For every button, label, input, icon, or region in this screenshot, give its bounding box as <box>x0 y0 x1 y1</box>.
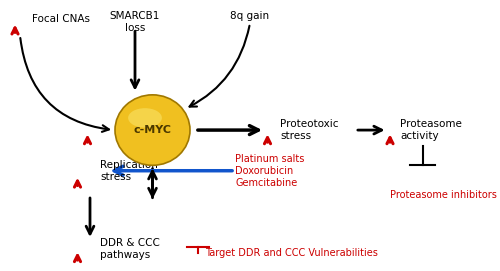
Text: Proteasome
activity: Proteasome activity <box>400 119 462 141</box>
Text: DDR & CCC
pathways: DDR & CCC pathways <box>100 238 160 260</box>
Text: Proteotoxic
stress: Proteotoxic stress <box>280 119 338 141</box>
Text: SMARCB1
loss: SMARCB1 loss <box>110 11 160 33</box>
Text: Target DDR and CCC Vulnerabilities: Target DDR and CCC Vulnerabilities <box>205 249 378 258</box>
Text: Focal CNAs: Focal CNAs <box>32 14 90 24</box>
Text: Platinum salts
Doxorubicin
Gemcitabine: Platinum salts Doxorubicin Gemcitabine <box>235 154 304 188</box>
Ellipse shape <box>128 108 162 128</box>
Text: Replication
stress: Replication stress <box>100 160 158 182</box>
Text: c-MYC: c-MYC <box>134 125 172 135</box>
Text: Proteasome inhibitors: Proteasome inhibitors <box>390 190 497 200</box>
Ellipse shape <box>115 95 190 165</box>
Text: 8q gain: 8q gain <box>230 11 270 21</box>
